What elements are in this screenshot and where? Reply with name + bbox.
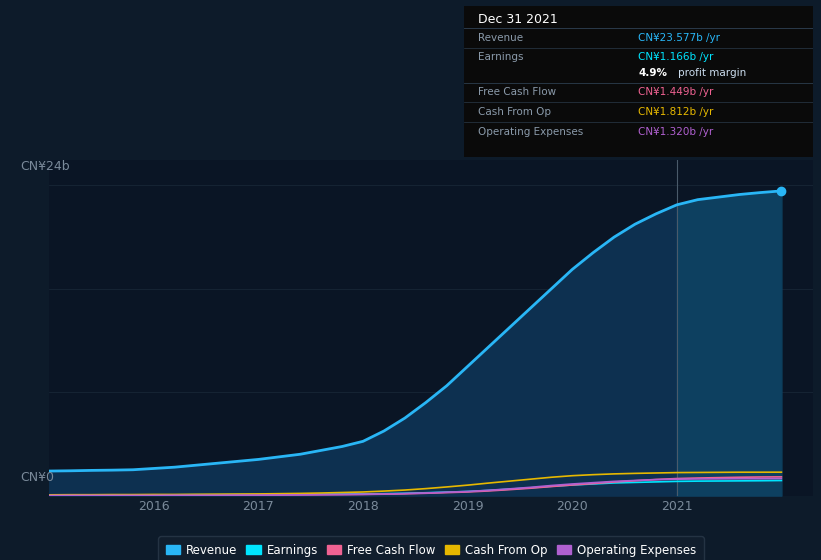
Legend: Revenue, Earnings, Free Cash Flow, Cash From Op, Operating Expenses: Revenue, Earnings, Free Cash Flow, Cash …	[158, 536, 704, 560]
Text: CN¥23.577b /yr: CN¥23.577b /yr	[639, 33, 720, 43]
Text: Earnings: Earnings	[478, 53, 523, 63]
Text: 4.9%: 4.9%	[639, 68, 667, 78]
Text: CN¥1.166b /yr: CN¥1.166b /yr	[639, 53, 713, 63]
Text: profit margin: profit margin	[678, 68, 747, 78]
Text: CN¥1.449b /yr: CN¥1.449b /yr	[639, 87, 713, 97]
Text: CN¥1.320b /yr: CN¥1.320b /yr	[639, 127, 713, 137]
Text: Free Cash Flow: Free Cash Flow	[478, 87, 556, 97]
Text: Dec 31 2021: Dec 31 2021	[478, 13, 557, 26]
Text: Revenue: Revenue	[478, 33, 523, 43]
Text: CN¥24b: CN¥24b	[21, 160, 70, 172]
Text: Operating Expenses: Operating Expenses	[478, 127, 583, 137]
Text: CN¥0: CN¥0	[21, 472, 54, 484]
Text: Cash From Op: Cash From Op	[478, 107, 551, 117]
Text: CN¥1.812b /yr: CN¥1.812b /yr	[639, 107, 713, 117]
